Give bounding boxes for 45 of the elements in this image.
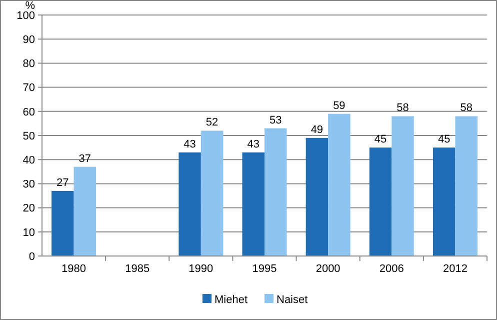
x-tick-label: 2000 <box>316 263 340 275</box>
data-label: 37 <box>78 152 92 165</box>
bar <box>328 114 350 256</box>
bar <box>74 166 96 256</box>
data-label: 58 <box>396 102 409 114</box>
data-label: 58 <box>460 102 472 114</box>
data-label: 43 <box>247 138 260 150</box>
bar <box>200 130 224 256</box>
y-tick-label: 50 <box>22 130 35 142</box>
y-tick-label: 30 <box>22 178 35 191</box>
y-tick-label: 20 <box>22 202 35 215</box>
legend-label: Naiset <box>276 294 308 306</box>
y-tick-label: 60 <box>22 106 35 118</box>
bar <box>369 148 392 256</box>
data-label: 43 <box>184 138 196 150</box>
x-tick-label: 2012 <box>442 263 468 275</box>
y-tick-label: 10 <box>22 226 35 239</box>
y-tick-label: 40 <box>22 154 35 166</box>
y-tick-label: 0 <box>28 250 35 263</box>
bar <box>242 152 264 256</box>
y-tick-label: 80 <box>22 58 35 70</box>
data-label: 45 <box>374 134 387 146</box>
y-tick-label: 90 <box>22 34 35 46</box>
data-label: 59 <box>333 100 346 112</box>
bar <box>306 138 328 256</box>
x-tick-label: 1995 <box>252 263 277 275</box>
data-label: 45 <box>438 134 450 146</box>
data-label: 52 <box>206 116 218 129</box>
bar <box>455 116 478 256</box>
data-label: 49 <box>310 124 324 136</box>
y-axis-title: % <box>25 0 36 12</box>
legend-label: Miehet <box>214 294 248 306</box>
bar <box>392 116 414 256</box>
bar <box>178 152 201 256</box>
x-tick-label: 2006 <box>379 263 404 275</box>
y-tick-label: 70 <box>22 82 35 94</box>
bar <box>52 190 74 256</box>
data-label: 53 <box>270 114 282 126</box>
bar <box>264 128 287 256</box>
bar <box>432 148 456 256</box>
x-tick-label: 1985 <box>125 263 150 275</box>
x-tick-label: 1980 <box>62 263 86 275</box>
x-tick-label: 1990 <box>188 263 214 275</box>
y-tick-label: 100 <box>16 10 35 22</box>
data-label: 27 <box>56 176 69 189</box>
